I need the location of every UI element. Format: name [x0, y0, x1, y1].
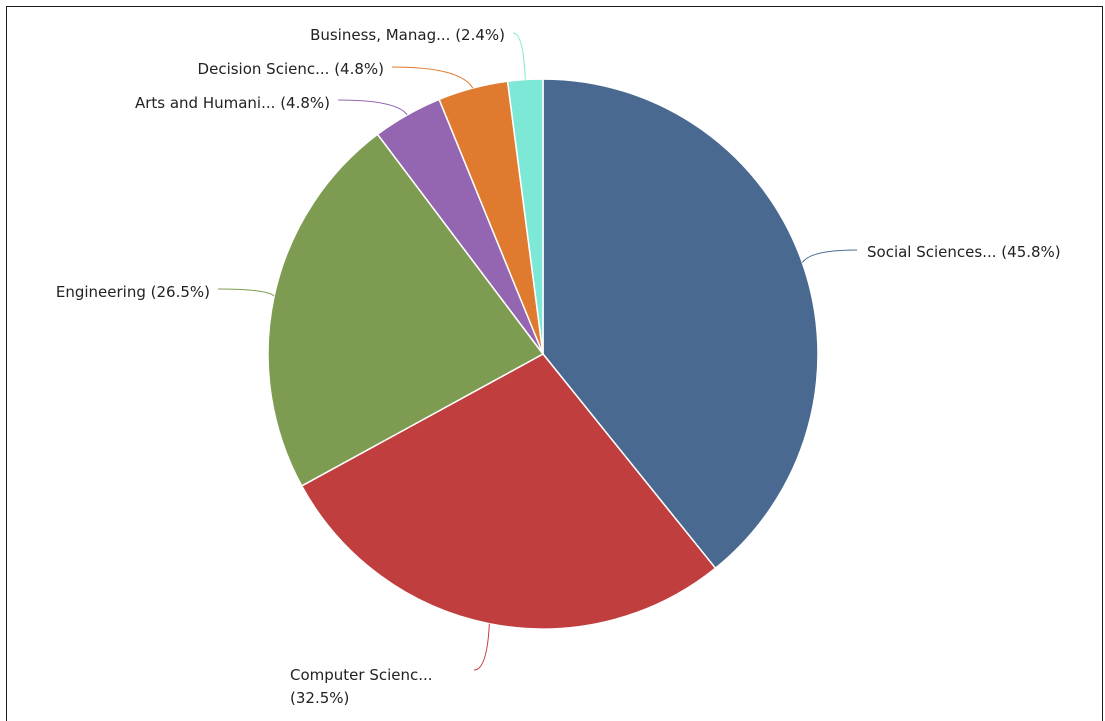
leader-line-5: [512, 32, 526, 80]
pie-slice-0[interactable]: [542, 78, 819, 570]
pie-slice-1[interactable]: [300, 353, 717, 630]
label-computer-science-name: Computer Scienc...: [290, 666, 433, 684]
label-business-management: Business, Manag... (2.4%): [310, 26, 505, 44]
label-arts-humanities: Arts and Humani... (4.8%): [135, 94, 330, 112]
leader-line-3: [337, 99, 408, 116]
leader-line-2: [217, 288, 275, 297]
label-computer-science-value: (32.5%): [290, 689, 349, 707]
label-engineering: Engineering (26.5%): [56, 283, 210, 301]
label-social-sciences: Social Sciences... (45.8%): [867, 243, 1061, 261]
leader-line-4: [391, 66, 474, 89]
leader-lines: [217, 32, 858, 671]
label-decision-sciences: Decision Scienc... (4.8%): [198, 60, 384, 78]
pie-slices: [267, 78, 819, 630]
leader-line-1: [473, 623, 490, 671]
pie-slice-2[interactable]: [267, 133, 545, 487]
leader-line-0: [801, 249, 858, 263]
